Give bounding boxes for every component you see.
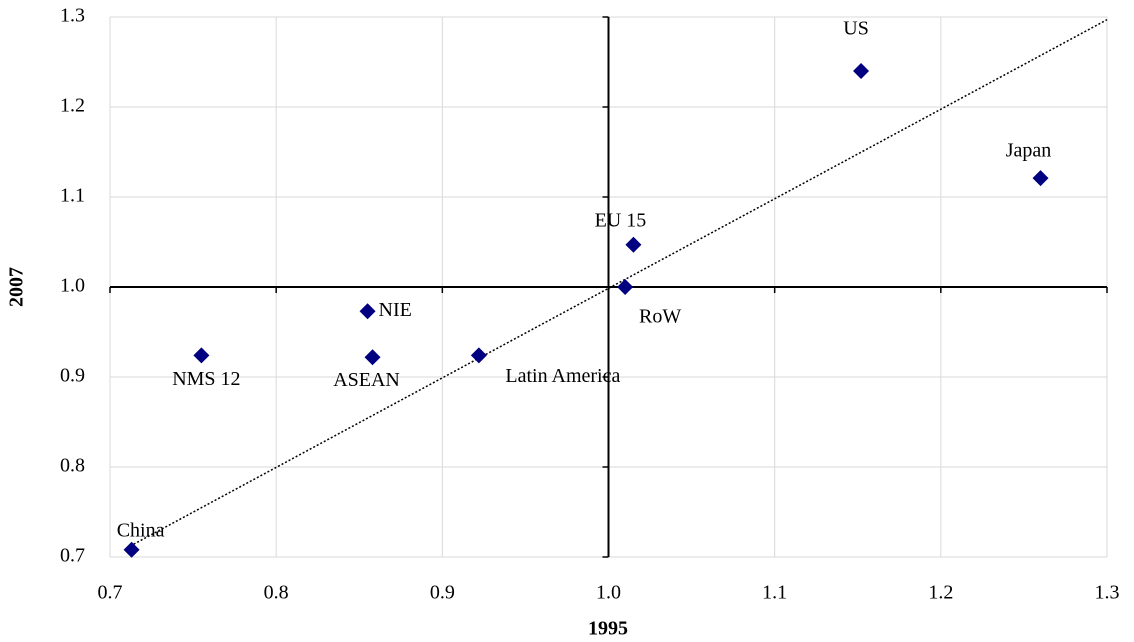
point [470,347,487,364]
y-tick-label: 1.2 [60,95,85,117]
point [853,63,870,79]
point-label: RoW [639,306,681,328]
x-tick-label: 1.3 [1095,582,1120,604]
point [617,279,634,295]
y-tick-label: 0.9 [60,365,85,387]
x-tick-label: 1.2 [928,582,953,604]
x-tick-label: 0.9 [430,582,455,604]
y-tick-label: 1.0 [60,275,85,297]
point [359,303,376,320]
point [625,236,642,253]
point-label: Japan [1006,140,1052,162]
y-axis-title: 2007 [6,267,28,307]
point-label: ASEAN [333,369,400,391]
y-tick-label: 0.8 [60,455,85,477]
point [123,541,140,558]
x-axis-title: 1995 [588,618,628,640]
x-tick-label: 1.0 [596,582,621,604]
y-tick-label: 0.7 [60,545,85,567]
point-label: EU 15 [595,209,647,231]
trendline [126,19,1108,549]
y-tick-label: 1.3 [60,5,85,27]
point [193,347,210,364]
point-label: NIE [379,299,412,321]
point [364,349,381,366]
x-tick-label: 0.8 [264,582,289,604]
point-label: Latin America [505,365,620,387]
y-tick-label: 1.1 [60,185,85,207]
x-tick-label: 1.1 [762,582,787,604]
x-tick-label: 0.7 [98,582,123,604]
point-label: US [843,18,869,40]
point-label: China [117,519,165,541]
point [1032,170,1049,187]
point-label: NMS 12 [172,368,240,390]
